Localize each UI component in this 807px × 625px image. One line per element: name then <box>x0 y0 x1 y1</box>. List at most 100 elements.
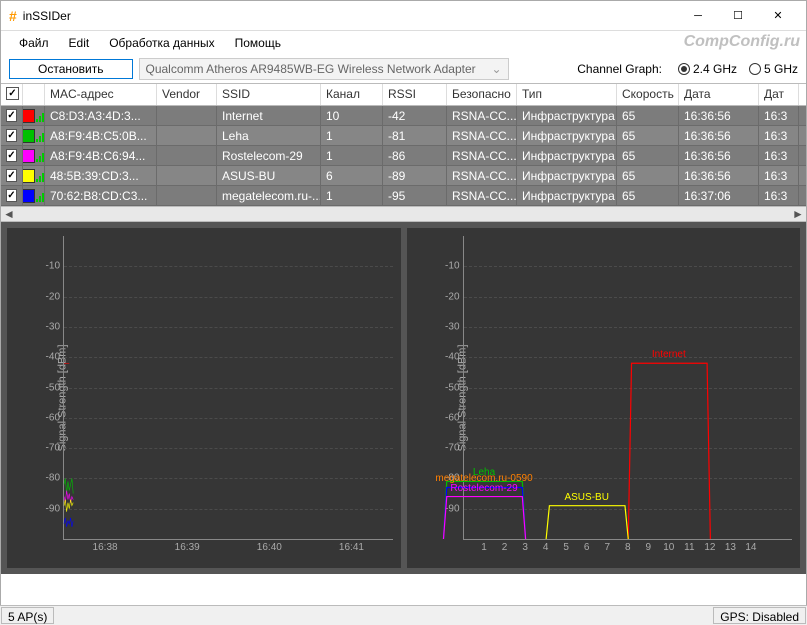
ytick: -40 <box>46 352 64 363</box>
cell-sec: RSNA-CC... <box>447 186 517 205</box>
minimize-button[interactable]: ─ <box>678 2 718 30</box>
ytick: -30 <box>445 321 463 332</box>
radio-5ghz[interactable]: 5 GHz <box>749 62 798 76</box>
close-button[interactable]: ✕ <box>758 2 798 30</box>
cell-ssid: Rostelecom-29 <box>217 146 321 165</box>
cell-date: 16:36:56 <box>679 166 759 185</box>
cell-date2: 16:3 <box>759 146 799 165</box>
row-checkbox[interactable]: ✓ <box>6 189 17 202</box>
col-speed[interactable]: Скорость <box>617 84 679 105</box>
app-icon: # <box>9 8 17 24</box>
stop-button[interactable]: Остановить <box>9 59 133 79</box>
time-chart: Signal Strength [dBm] -10-20-30-40-50-60… <box>7 228 401 568</box>
menu-data[interactable]: Обработка данных <box>99 33 224 53</box>
table-row[interactable]: ✓A8:F9:4B:C5:0B...Leha1-81RSNA-CC...Инфр… <box>1 126 806 146</box>
cell-type: Инфраструктура <box>517 186 617 205</box>
xtick: 5 <box>563 539 569 553</box>
col-vendor[interactable]: Vendor <box>157 84 217 105</box>
status-aps: 5 AP(s) <box>1 607 54 624</box>
col-date2[interactable]: Дат <box>759 84 799 105</box>
menu-help[interactable]: Помощь <box>225 33 291 53</box>
col-channel[interactable]: Канал <box>321 84 383 105</box>
ytick: -10 <box>445 261 463 272</box>
status-gps: GPS: Disabled <box>713 607 806 624</box>
adapter-label: Qualcomm Atheros AR9485WB-EG Wireless Ne… <box>146 62 476 76</box>
cell-vendor <box>157 106 217 125</box>
ytick: -70 <box>46 443 64 454</box>
cell-channel: 1 <box>321 146 383 165</box>
xtick: 2 <box>502 539 508 553</box>
col-date[interactable]: Дата <box>679 84 759 105</box>
signal-icon <box>36 189 46 202</box>
watermark: CompConfig.ru <box>684 33 800 51</box>
cell-rssi: -95 <box>383 186 447 205</box>
menu-file[interactable]: Файл <box>9 33 59 53</box>
cell-date2: 16:3 <box>759 186 799 205</box>
cell-speed: 65 <box>617 126 679 145</box>
maximize-button[interactable]: ☐ <box>718 2 758 30</box>
ytick: -90 <box>445 503 463 514</box>
col-ssid[interactable]: SSID <box>217 84 321 105</box>
cell-rssi: -42 <box>383 106 447 125</box>
row-checkbox[interactable]: ✓ <box>6 109 17 122</box>
signal-icon <box>36 129 46 142</box>
channel-chart: Signal Strength [dBm] -10-20-30-40-50-60… <box>407 228 801 568</box>
xtick: 7 <box>604 539 610 553</box>
cell-ssid: ASUS-BU <box>217 166 321 185</box>
cell-channel: 6 <box>321 166 383 185</box>
table-row[interactable]: ✓48:5B:39:CD:3...ASUS-BU6-89RSNA-CC...Ин… <box>1 166 806 186</box>
network-label: Internet <box>652 349 686 360</box>
row-checkbox[interactable]: ✓ <box>6 149 17 162</box>
cell-vendor <box>157 126 217 145</box>
cell-ssid: Leha <box>217 126 321 145</box>
table-row[interactable]: ✓C8:D3:A3:4D:3...Internet10-42RSNA-CC...… <box>1 106 806 126</box>
cell-speed: 65 <box>617 106 679 125</box>
cell-date: 16:37:06 <box>679 186 759 205</box>
network-label: Rostelecom-29 <box>450 483 517 494</box>
header-signal <box>23 84 45 105</box>
titlebar: # inSSIDer ─ ☐ ✕ <box>1 1 806 31</box>
cell-mac: 70:62:B8:CD:C3... <box>45 186 157 205</box>
network-label: ASUS-BU <box>564 492 608 503</box>
cell-speed: 65 <box>617 146 679 165</box>
scroll-left-icon[interactable]: ◄ <box>1 207 17 221</box>
cell-date: 16:36:56 <box>679 106 759 125</box>
hscrollbar[interactable]: ◄ ► <box>1 206 806 222</box>
table-row[interactable]: ✓A8:F9:4B:C6:94...Rostelecom-291-86RSNA-… <box>1 146 806 166</box>
ytick: -10 <box>46 261 64 272</box>
header-check[interactable]: ✓ <box>1 84 23 105</box>
cell-date: 16:36:56 <box>679 146 759 165</box>
radio-24ghz[interactable]: 2.4 GHz <box>678 62 737 76</box>
cell-mac: A8:F9:4B:C6:94... <box>45 146 157 165</box>
cell-rssi: -89 <box>383 166 447 185</box>
scroll-right-icon[interactable]: ► <box>790 207 806 221</box>
table-row[interactable]: ✓70:62:B8:CD:C3...megatelecom.ru-...1-95… <box>1 186 806 206</box>
signal-icon <box>36 149 46 162</box>
cell-type: Инфраструктура <box>517 146 617 165</box>
ytick: -70 <box>445 443 463 454</box>
cell-mac: A8:F9:4B:C5:0B... <box>45 126 157 145</box>
col-rssi[interactable]: RSSI <box>383 84 447 105</box>
row-checkbox[interactable]: ✓ <box>6 169 17 182</box>
xtick: 16:41 <box>339 539 364 553</box>
cell-type: Инфраструктура <box>517 166 617 185</box>
cell-type: Инфраструктура <box>517 106 617 125</box>
adapter-dropdown[interactable]: Qualcomm Atheros AR9485WB-EG Wireless Ne… <box>139 58 509 80</box>
charts-panel: Signal Strength [dBm] -10-20-30-40-50-60… <box>1 222 806 574</box>
cell-channel: 1 <box>321 126 383 145</box>
menu-edit[interactable]: Edit <box>59 33 100 53</box>
col-security[interactable]: Безопасно <box>447 84 517 105</box>
xtick: 1 <box>481 539 487 553</box>
ytick: -60 <box>46 412 64 423</box>
row-checkbox[interactable]: ✓ <box>6 129 17 142</box>
col-type[interactable]: Тип <box>517 84 617 105</box>
ytick: -20 <box>445 291 463 302</box>
col-mac[interactable]: MAC-адрес <box>45 84 157 105</box>
cell-mac: 48:5B:39:CD:3... <box>45 166 157 185</box>
network-table: ✓ MAC-адрес Vendor SSID Канал RSSI Безоп… <box>1 83 806 222</box>
xtick: 10 <box>663 539 674 553</box>
xtick: 8 <box>625 539 631 553</box>
menubar: Файл Edit Обработка данных Помощь CompCo… <box>1 31 806 55</box>
cell-speed: 65 <box>617 166 679 185</box>
cell-ssid: megatelecom.ru-... <box>217 186 321 205</box>
